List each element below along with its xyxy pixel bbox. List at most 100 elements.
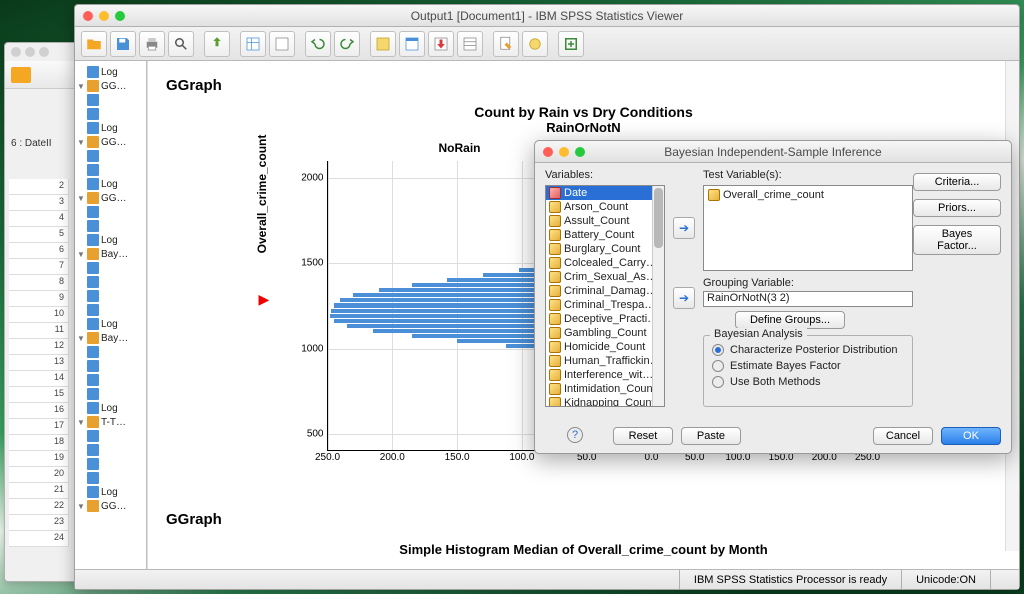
variables-scrollbar[interactable] [652, 186, 664, 406]
outline-item[interactable]: Log [77, 317, 144, 331]
variable-item[interactable]: Interference_wit… [546, 368, 664, 382]
outline-item[interactable] [77, 93, 144, 107]
outline-item[interactable]: ▼GG… [77, 499, 144, 513]
tool2-button[interactable] [399, 31, 425, 57]
analysis-radio[interactable]: Estimate Bayes Factor [704, 358, 912, 374]
outline-item[interactable]: ▼Bay… [77, 331, 144, 345]
variable-item[interactable]: Crim_Sexual_As… [546, 270, 664, 284]
outline-item[interactable]: ▼GG… [77, 135, 144, 149]
bayes-factor-button[interactable]: Bayes Factor... [913, 225, 1001, 255]
status-processor: IBM SPSS Statistics Processor is ready [679, 570, 901, 589]
outline-item[interactable] [77, 163, 144, 177]
cancel-button[interactable]: Cancel [873, 427, 933, 445]
outline-item[interactable]: Log [77, 177, 144, 191]
outline-item[interactable] [77, 345, 144, 359]
outline-item[interactable] [77, 261, 144, 275]
move-to-grouping-button[interactable]: ➔ [673, 287, 695, 309]
print-button[interactable] [139, 31, 165, 57]
outline-item[interactable]: Log [77, 401, 144, 415]
redo-button[interactable] [334, 31, 360, 57]
variable-item[interactable]: Gambling_Count [546, 326, 664, 340]
open-icon[interactable] [11, 67, 31, 83]
outline-item[interactable]: ▼GG… [77, 79, 144, 93]
variable-item[interactable]: Colcealed_Carry… [546, 256, 664, 270]
goto-case-button[interactable] [269, 31, 295, 57]
ok-button[interactable]: OK [941, 427, 1001, 445]
variables-list[interactable]: DateArson_CountAssult_CountBattery_Count… [545, 185, 665, 407]
tool1-button[interactable] [370, 31, 396, 57]
variable-item[interactable]: Homicide_Count [546, 340, 664, 354]
tool4-button[interactable] [457, 31, 483, 57]
grouping-variable-field[interactable]: RainOrNotN(3 2) [703, 291, 913, 307]
priors-button[interactable]: Priors... [913, 199, 1001, 217]
outline-item[interactable] [77, 219, 144, 233]
outline-item[interactable] [77, 275, 144, 289]
variable-item[interactable]: Kidnapping_Count [546, 396, 664, 407]
y-tick: 500 [307, 428, 328, 439]
var-icon [549, 187, 561, 199]
tool7-button[interactable] [558, 31, 584, 57]
variable-item[interactable]: Arson_Count [546, 200, 664, 214]
variable-item[interactable]: Criminal_Damag… [546, 284, 664, 298]
tool5-button[interactable] [493, 31, 519, 57]
tool6-button[interactable] [522, 31, 548, 57]
chart-subtitle: RainOrNotN [166, 120, 1001, 135]
outline-item[interactable]: ▼Bay… [77, 247, 144, 261]
outline-item[interactable] [77, 149, 144, 163]
outline-item[interactable]: ▼T-T… [77, 415, 144, 429]
undo-button[interactable] [305, 31, 331, 57]
outline-item[interactable] [77, 429, 144, 443]
main-toolbar [75, 27, 1019, 61]
criteria-button[interactable]: Criteria... [913, 173, 1001, 191]
outline-item[interactable] [77, 387, 144, 401]
bg-row-header: 8 [9, 275, 69, 291]
analysis-group-label: Bayesian Analysis [710, 328, 807, 340]
move-to-testvar-button[interactable]: ➔ [673, 217, 695, 239]
outline-item[interactable] [77, 443, 144, 457]
outline-item[interactable]: Log [77, 233, 144, 247]
var-icon [549, 271, 561, 283]
variable-item[interactable]: Deceptive_Practi… [546, 312, 664, 326]
variable-item[interactable]: Battery_Count [546, 228, 664, 242]
bayesian-analysis-group: Bayesian Analysis Characterize Posterior… [703, 335, 913, 407]
outline-item[interactable] [77, 471, 144, 485]
outline-item[interactable] [77, 457, 144, 471]
goto-data-button[interactable] [240, 31, 266, 57]
outline-item[interactable]: Log [77, 485, 144, 499]
y-tick: 1000 [301, 343, 327, 354]
analysis-radio[interactable]: Characterize Posterior Distribution [704, 342, 912, 358]
help-button[interactable]: ? [567, 427, 583, 443]
outline-item[interactable] [77, 107, 144, 121]
variable-item[interactable]: Date [546, 186, 664, 200]
bg-row-header: 12 [9, 339, 69, 355]
open-button[interactable] [81, 31, 107, 57]
outline-item[interactable] [77, 303, 144, 317]
outline-item[interactable] [77, 205, 144, 219]
outline-item[interactable] [77, 373, 144, 387]
output-outline[interactable]: Log▼GG…Log▼GG…Log▼GG…Log▼Bay…Log▼Bay…Log… [75, 61, 147, 569]
tool3-button[interactable] [428, 31, 454, 57]
test-variables-list[interactable]: Overall_crime_count [703, 185, 913, 271]
bg-row-header: 9 [9, 291, 69, 307]
outline-item[interactable] [77, 289, 144, 303]
define-groups-button[interactable]: Define Groups... [735, 311, 845, 329]
outline-item[interactable]: Log [77, 121, 144, 135]
outline-item[interactable] [77, 359, 144, 373]
reset-button[interactable]: Reset [613, 427, 673, 445]
variable-item[interactable]: Assult_Count [546, 214, 664, 228]
export-button[interactable] [204, 31, 230, 57]
window-title: Output1 [Document1] - IBM SPSS Statistic… [75, 9, 1019, 23]
outline-item[interactable]: ▼GG… [77, 191, 144, 205]
analysis-radio[interactable]: Use Both Methods [704, 374, 912, 390]
x-tick: 250.0 [315, 450, 340, 463]
bg-row-header: 4 [9, 211, 69, 227]
outline-item[interactable]: Log [77, 65, 144, 79]
bg-cell-indicator: 6 : DateII [11, 138, 52, 149]
variable-item[interactable]: Criminal_Trespa… [546, 298, 664, 312]
variable-item[interactable]: Human_Traffickin… [546, 354, 664, 368]
preview-button[interactable] [168, 31, 194, 57]
variable-item[interactable]: Intimidation_Count [546, 382, 664, 396]
paste-button[interactable]: Paste [681, 427, 741, 445]
variable-item[interactable]: Burglary_Count [546, 242, 664, 256]
save-button[interactable] [110, 31, 136, 57]
